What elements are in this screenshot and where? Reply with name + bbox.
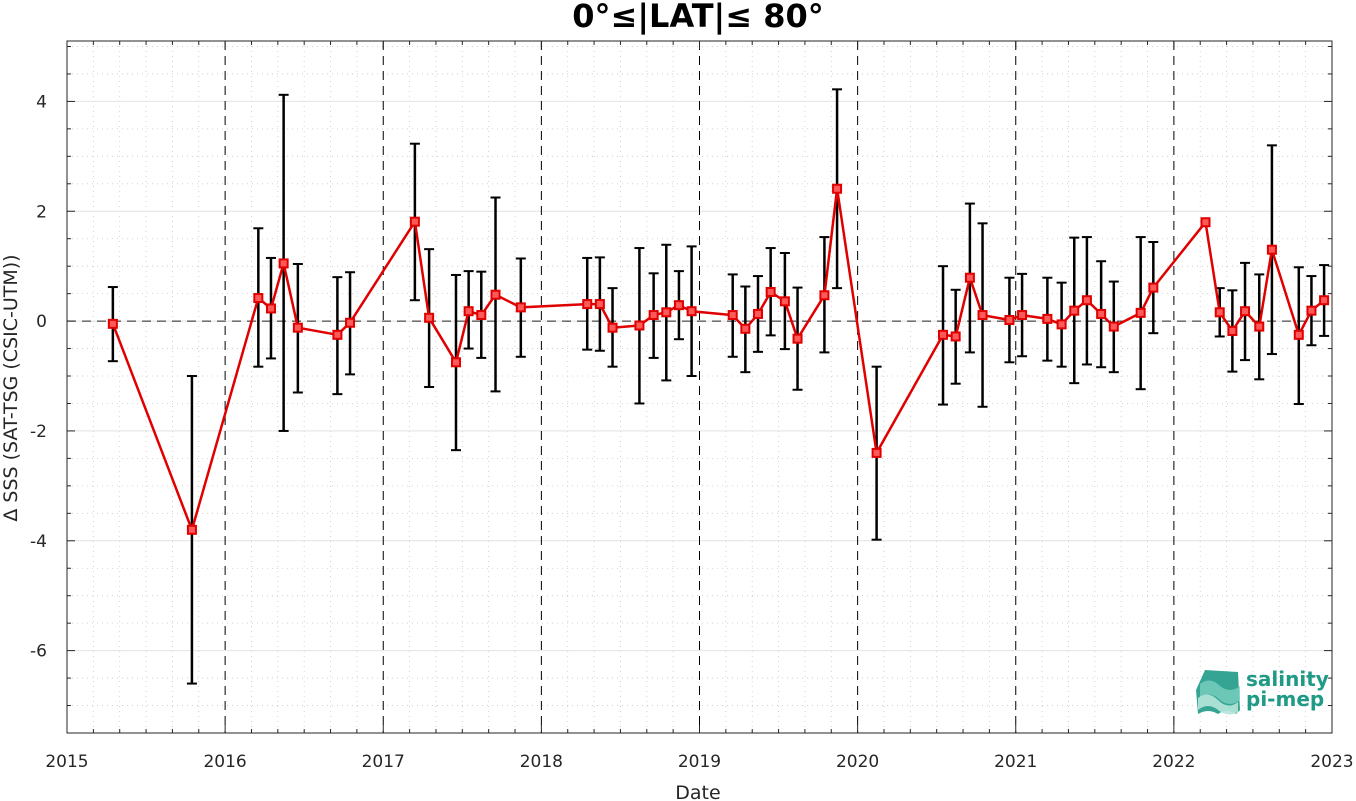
data-point-marker — [661, 307, 672, 318]
x-tick-label: 2015 — [45, 752, 88, 772]
data-point-marker — [1096, 308, 1107, 319]
x-tick-label: 2023 — [1310, 752, 1353, 772]
x-tick-label: 2016 — [203, 752, 246, 772]
x-tick-label: 2017 — [362, 752, 405, 772]
logo-wave-icon — [1196, 670, 1240, 715]
data-point-marker — [938, 329, 949, 340]
data-point-marker — [950, 331, 961, 342]
data-point-marker — [819, 290, 830, 301]
data-point-marker — [765, 286, 776, 297]
data-point-marker — [253, 293, 264, 304]
data-point-marker — [424, 312, 435, 323]
data-point-marker — [1214, 307, 1225, 318]
data-point-marker — [463, 306, 474, 317]
axis-ticks — [66, 41, 1333, 734]
data-point-marker — [1148, 282, 1159, 293]
y-tick-label: -4 — [30, 532, 47, 552]
data-point-marker — [490, 289, 501, 300]
data-point-marker — [1081, 295, 1092, 306]
x-tick-labels: 2015 2016 2017 2018 2019 2020 2021 2022 2023 — [45, 752, 1353, 772]
data-point-marker — [1293, 329, 1304, 340]
year-separator-lines — [224, 41, 1175, 733]
data-point-marker — [634, 320, 645, 331]
data-point-marker — [476, 310, 487, 321]
data-point-marker — [1266, 244, 1277, 255]
data-point-marker — [727, 310, 738, 321]
data-point-marker — [1200, 217, 1211, 228]
data-point-marker — [278, 258, 289, 269]
x-axis-label: Date — [675, 782, 720, 801]
data-point-marker — [515, 302, 526, 313]
chart-title: 0°≤|LAT|≤ 80° — [572, 0, 823, 36]
data-point-marker — [740, 323, 751, 334]
x-tick-label: 2022 — [1152, 752, 1195, 772]
data-point-marker — [871, 447, 882, 458]
data-point-marker — [1227, 325, 1238, 336]
data-point-marker — [1240, 306, 1251, 317]
data-point-marker — [1004, 314, 1015, 325]
data-point-marker — [1306, 305, 1317, 316]
minor-grid — [67, 41, 1332, 734]
data-point-marker — [582, 299, 593, 310]
data-point-marker — [964, 272, 975, 283]
y-tick-label: 2 — [36, 202, 47, 222]
data-point-marker — [1108, 321, 1119, 332]
x-tick-label: 2020 — [836, 752, 879, 772]
data-point-marker — [607, 322, 618, 333]
y-axis-label: Δ SSS (SAT-TSG (CSIC-UTM)) — [0, 254, 22, 521]
data-point-marker — [345, 317, 356, 328]
data-point-marker — [1017, 310, 1028, 321]
data-point-marker — [977, 310, 988, 321]
data-point-marker — [648, 310, 659, 321]
y-tick-label: 4 — [36, 92, 47, 112]
data-point-marker — [409, 216, 420, 227]
data-point-marker — [1254, 321, 1265, 332]
data-point-marker — [792, 333, 803, 344]
y-tick-label: -2 — [30, 422, 47, 442]
data-point-marker — [1056, 319, 1067, 330]
error-bars — [107, 88, 1330, 685]
y-tick-label: -6 — [30, 642, 47, 662]
x-tick-label: 2019 — [678, 752, 721, 772]
logo-text-pi-mep: pi-mep — [1246, 687, 1324, 711]
data-point-marker — [107, 318, 118, 329]
data-point-marker — [1042, 313, 1053, 324]
data-point-marker — [1319, 295, 1330, 306]
data-point-marker — [686, 306, 697, 317]
data-point-marker — [332, 329, 343, 340]
logo-text-salinity: salinity — [1246, 667, 1329, 691]
series-line — [111, 187, 1325, 532]
data-point-marker — [1069, 305, 1080, 316]
salinity-pi-mep-logo: salinity pi-mep — [1196, 667, 1329, 715]
y-tick-labels: 4 2 0 -2 -4 -6 — [30, 92, 47, 661]
data-point-marker — [779, 296, 790, 307]
data-point-marker — [1135, 307, 1146, 318]
x-tick-label: 2018 — [520, 752, 563, 772]
data-point-marker — [265, 303, 276, 314]
data-point-marker — [450, 357, 461, 368]
data-point-marker — [186, 524, 197, 535]
data-point-marker — [594, 299, 605, 310]
y-tick-label: 0 — [36, 312, 47, 332]
data-markers — [107, 183, 1330, 535]
data-point-marker — [832, 183, 843, 194]
data-point-marker — [673, 300, 684, 311]
data-point-marker — [753, 308, 764, 319]
x-tick-label: 2021 — [994, 752, 1037, 772]
data-point-marker — [292, 322, 303, 333]
